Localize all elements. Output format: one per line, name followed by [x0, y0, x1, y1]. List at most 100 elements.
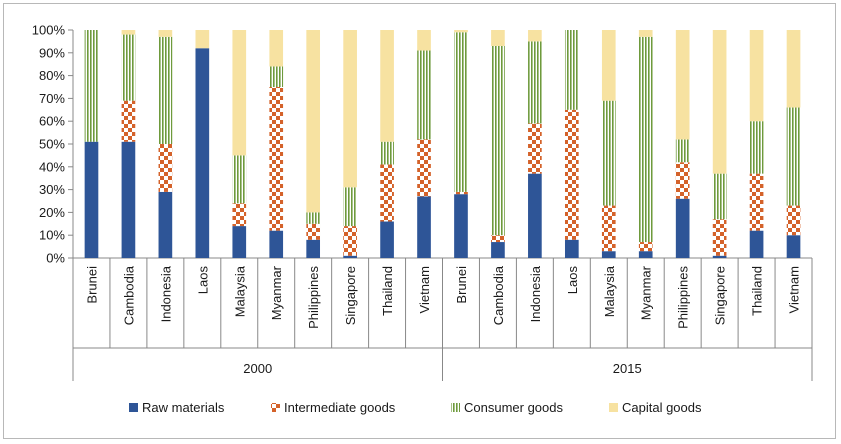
x-category-label: Singapore — [713, 266, 728, 325]
legend-label: Raw materials — [142, 400, 225, 415]
legend-swatch — [129, 403, 138, 412]
bar-2015-myanmar-intermediate-goods — [638, 242, 653, 252]
group-label-2000: 2000 — [243, 361, 272, 376]
bar-2015-singapore-consumer-goods — [712, 173, 727, 220]
bar-2000-singapore-raw-materials — [343, 255, 357, 258]
legend-item-capital-goods: Capital goods — [609, 400, 702, 415]
bar-2015-indonesia-intermediate-goods — [528, 123, 542, 174]
bar-2015-brunei-intermediate-goods — [454, 191, 468, 195]
axes-layer: 0% 10% 20% 30% 40% 50% 60% 70% 80% 90% 100% — [32, 23, 813, 381]
x-category-label: Brunei — [84, 266, 99, 304]
x-category-label: Brunei — [454, 266, 469, 304]
bar-2015-indonesia-raw-materials — [528, 173, 542, 258]
bar-2000-laos-capital-goods — [195, 30, 210, 49]
bar-2000-philippines-capital-goods — [306, 30, 321, 213]
bar-2015-laos-consumer-goods — [564, 30, 579, 110]
bar-2015-cambodia-intermediate-goods — [491, 235, 505, 243]
x-category-label: Thailand — [380, 266, 395, 316]
y-tick-label: 10% — [39, 228, 65, 243]
group-label-2015: 2015 — [613, 361, 642, 376]
bar-2015-thailand-intermediate-goods — [749, 173, 764, 231]
bar-2015-philippines-intermediate-goods — [675, 162, 690, 199]
bar-2015-vietnam-consumer-goods — [786, 107, 801, 206]
bar-2015-indonesia-capital-goods — [528, 30, 542, 42]
y-tick-label: 20% — [39, 205, 65, 220]
x-category-label: Philippines — [676, 266, 691, 329]
x-category-label: Laos — [565, 266, 580, 295]
x-category-label: Vietnam — [787, 266, 802, 313]
bar-2015-laos-intermediate-goods — [564, 109, 579, 240]
bar-2000-indonesia-raw-materials — [158, 191, 173, 258]
legend-item-raw-materials: Raw materials — [129, 400, 225, 415]
y-tick-label: 70% — [39, 91, 65, 106]
x-category-label: Laos — [195, 266, 210, 295]
bar-2015-laos-raw-materials — [564, 239, 579, 258]
bar-2000-cambodia-capital-goods — [121, 30, 136, 35]
bar-2000-thailand-consumer-goods — [380, 141, 394, 165]
bar-2015-cambodia-consumer-goods — [491, 45, 505, 236]
bar-2015-singapore-intermediate-goods — [712, 219, 727, 256]
bar-2015-vietnam-raw-materials — [786, 235, 801, 258]
legend-swatch — [271, 403, 280, 412]
y-tick-label: 0% — [46, 251, 65, 266]
x-category-label: Thailand — [750, 266, 765, 316]
bar-2000-laos-raw-materials — [195, 48, 210, 258]
bar-2015-malaysia-consumer-goods — [601, 100, 616, 206]
bar-2015-singapore-raw-materials — [712, 255, 727, 258]
x-category-label: Singapore — [343, 266, 358, 325]
bar-2000-indonesia-intermediate-goods — [158, 144, 173, 192]
bar-2000-brunei-consumer-goods — [84, 30, 99, 142]
bar-2000-malaysia-raw-materials — [232, 226, 247, 258]
bar-2015-indonesia-consumer-goods — [528, 41, 542, 124]
y-tick-label: 60% — [39, 114, 65, 129]
bar-2000-indonesia-consumer-goods — [158, 36, 173, 145]
bar-2015-myanmar-consumer-goods — [638, 36, 653, 243]
bar-2015-singapore-capital-goods — [712, 30, 727, 174]
x-category-label: Indonesia — [158, 265, 173, 322]
bar-2015-cambodia-capital-goods — [491, 30, 505, 46]
legend-swatch — [451, 403, 460, 412]
x-category-label: Myanmar — [639, 265, 654, 320]
y-tick-label: 100% — [32, 23, 66, 38]
legend-item-intermediate-goods: Intermediate goods — [271, 400, 396, 415]
x-category-label: Cambodia — [121, 265, 136, 325]
bar-2000-cambodia-intermediate-goods — [121, 100, 136, 142]
bar-2015-brunei-consumer-goods — [454, 32, 468, 192]
bar-2015-malaysia-capital-goods — [601, 30, 616, 101]
bar-2000-cambodia-consumer-goods — [121, 34, 136, 101]
bar-2000-malaysia-consumer-goods — [232, 155, 247, 204]
bar-2000-philippines-raw-materials — [306, 239, 321, 258]
labels-layer: Brunei Cambodia Indonesia Laos Malaysia Myanm… — [84, 265, 801, 376]
y-tick-label: 40% — [39, 159, 65, 174]
bar-2000-singapore-capital-goods — [343, 30, 357, 188]
y-tick-label: 80% — [39, 68, 65, 83]
bar-2015-philippines-capital-goods — [675, 30, 690, 140]
bar-2000-myanmar-consumer-goods — [269, 66, 284, 87]
bar-2015-cambodia-raw-materials — [491, 242, 505, 258]
bar-2000-myanmar-capital-goods — [269, 30, 284, 67]
bar-2000-singapore-consumer-goods — [343, 187, 357, 227]
bar-2000-cambodia-raw-materials — [121, 141, 136, 258]
bar-2000-vietnam-intermediate-goods — [417, 139, 431, 197]
legend-label: Capital goods — [622, 400, 702, 415]
bar-2015-brunei-capital-goods — [454, 30, 468, 33]
x-category-label: Indonesia — [528, 265, 543, 322]
bar-2015-thailand-consumer-goods — [749, 121, 764, 174]
bar-2000-brunei-raw-materials — [84, 141, 99, 258]
x-category-label: Malaysia — [232, 265, 247, 317]
legend: Raw materials Intermediate goods Consumer … — [129, 400, 702, 415]
x-category-label: Cambodia — [491, 265, 506, 325]
bar-2000-thailand-raw-materials — [380, 221, 394, 258]
bar-2015-philippines-consumer-goods — [675, 139, 690, 163]
legend-swatch — [609, 403, 618, 412]
bar-2000-thailand-capital-goods — [380, 30, 394, 142]
bar-2015-philippines-raw-materials — [675, 198, 690, 258]
bar-2000-thailand-intermediate-goods — [380, 164, 394, 222]
legend-label: Intermediate goods — [284, 400, 396, 415]
bar-2000-indonesia-capital-goods — [158, 30, 173, 37]
bar-2000-myanmar-intermediate-goods — [269, 87, 284, 231]
y-tick-label: 30% — [39, 182, 65, 197]
bar-2015-vietnam-intermediate-goods — [786, 205, 801, 236]
bar-2000-malaysia-capital-goods — [232, 30, 247, 156]
